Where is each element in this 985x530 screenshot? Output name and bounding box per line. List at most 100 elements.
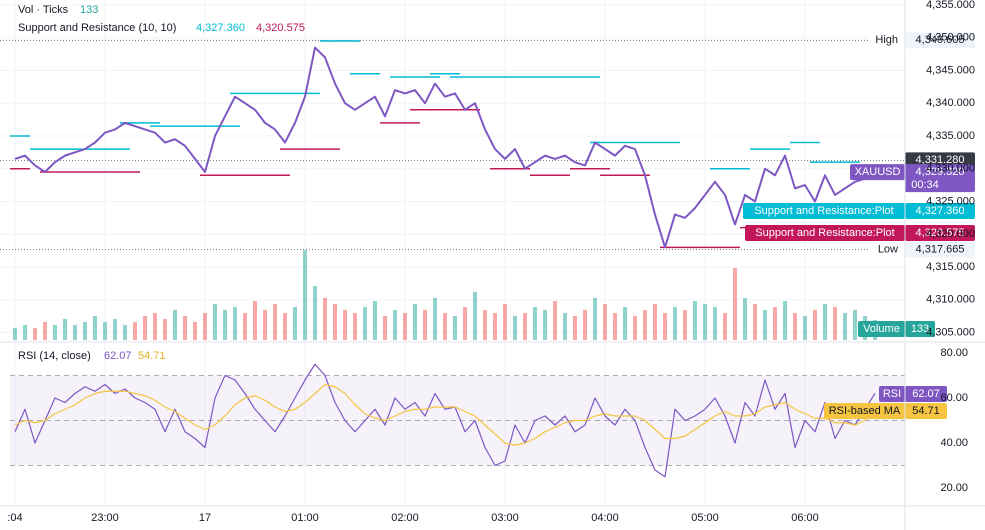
- volume-bar: [743, 298, 747, 340]
- volume-bar: [823, 304, 827, 340]
- y-tick-label: 80.00: [940, 347, 968, 359]
- volume-bar: [543, 310, 547, 340]
- volume-bar: [193, 322, 197, 340]
- indicator-title: Support and Resistance (10, 10): [18, 22, 176, 34]
- volume-bar: [663, 313, 667, 340]
- volume-value: 133: [80, 4, 98, 16]
- volume-bar: [353, 313, 357, 340]
- y-tick-label: 4,355.000: [926, 0, 975, 11]
- volume-bar: [603, 304, 607, 340]
- rsi-value-box: [905, 386, 947, 402]
- volume-bar: [753, 304, 757, 340]
- rsi-line: [14, 363, 876, 478]
- volume-bar: [33, 328, 37, 340]
- volume-bar: [293, 307, 297, 340]
- high-value-box: [905, 32, 975, 49]
- support-plot-name-box: [745, 225, 905, 241]
- volume-bar: [463, 307, 467, 340]
- volume-bar: [413, 304, 417, 340]
- volume-bar: [133, 322, 137, 340]
- rsi-tag-value: 62.07: [912, 388, 940, 400]
- volume-bar: [153, 313, 157, 340]
- volume-bar: [513, 316, 517, 340]
- volume-bar: [143, 316, 147, 340]
- volume-bar: [383, 316, 387, 340]
- volume-bar: [303, 250, 307, 340]
- volume-bar: [83, 322, 87, 340]
- volume-bar: [803, 316, 807, 340]
- volume-bar: [333, 304, 337, 340]
- volume-bar: [733, 268, 737, 340]
- volume-bar: [713, 307, 717, 340]
- y-tick-label: 4,335.000: [926, 130, 975, 142]
- rsi-series-name: RSI-based MA: [829, 405, 901, 417]
- resistance-plot-name-box: [743, 203, 905, 219]
- y-tick-label: 40.00: [940, 437, 968, 449]
- volume-bar: [63, 319, 67, 340]
- volume-bar: [233, 307, 237, 340]
- symbol-value-box: [905, 164, 975, 193]
- volume-bar: [263, 310, 267, 340]
- volume-bar: [493, 313, 497, 340]
- volume-bar: [433, 298, 437, 340]
- volume-bar: [553, 301, 557, 340]
- low-label-box: [868, 241, 905, 258]
- volume-bar: [633, 316, 637, 340]
- volume-bar: [423, 310, 427, 340]
- volume-bar: [183, 316, 187, 340]
- resistance-plot-value: 4,327.360: [916, 205, 965, 217]
- symbol-value: 4,329.320: [916, 166, 965, 178]
- resistance-value: 4,327.360: [196, 22, 245, 34]
- volume-bar: [103, 322, 107, 340]
- volume-bar: [643, 310, 647, 340]
- volume-bar: [123, 325, 127, 340]
- volume-bar: [773, 307, 777, 340]
- tags: High 4,349.605 Low 4,317.665 4,331.2804,329.…: [743, 32, 975, 419]
- rsi-line: [14, 383, 876, 446]
- volume-value-box: [905, 321, 935, 337]
- volume-bar: [373, 301, 377, 340]
- x-tick-label: 17: [199, 512, 211, 524]
- volume-bar: [283, 313, 287, 340]
- volume-bar: [243, 313, 247, 340]
- high-value: 4,349.605: [916, 34, 965, 46]
- y-tick-label: 4,305.000: [926, 326, 975, 338]
- volume-bar: [483, 310, 487, 340]
- volume-bar: [223, 310, 227, 340]
- volume-bar: [93, 316, 97, 340]
- support-plot-value: 4,320.575: [916, 227, 965, 239]
- volume-bar: [113, 319, 117, 340]
- volume-bar: [593, 298, 597, 340]
- volume-bar: [173, 310, 177, 340]
- rsi-series-name-box: [824, 403, 905, 419]
- high-label-box: [868, 32, 905, 49]
- volume-bar: [813, 310, 817, 340]
- volume-bar: [533, 307, 537, 340]
- volume-bar: [793, 313, 797, 340]
- rsi-tag-value: 54.71: [912, 405, 940, 417]
- low-value: 4,317.665: [916, 243, 965, 255]
- high-label: High: [875, 34, 898, 46]
- volume-bar: [453, 316, 457, 340]
- last-price: 4,331.280: [916, 154, 965, 166]
- x-tick-label: 05:00: [691, 512, 719, 524]
- volume-bar: [323, 298, 327, 340]
- volume-bar: [273, 304, 277, 340]
- resistance-plot-value-box: [905, 203, 975, 219]
- x-tick-label: :04: [7, 512, 22, 524]
- y-tick-label: 4,330.000: [926, 163, 975, 175]
- y-tick-label: 20.00: [940, 482, 968, 494]
- rsi-value: 62.07: [104, 350, 132, 362]
- support-plot-value-box: [905, 225, 975, 241]
- rsi-ma-value: 54.71: [138, 350, 166, 362]
- x-tick-label: 06:00: [791, 512, 819, 524]
- volume-bar: [443, 313, 447, 340]
- rsi-band: [10, 375, 905, 466]
- volume-bar: [623, 307, 627, 340]
- volume-bar: [23, 325, 27, 340]
- y-tick-label: 4,320.000: [926, 228, 975, 240]
- volume-name-box: [858, 321, 905, 337]
- volume-bar: [653, 304, 657, 340]
- volume-bar: [573, 316, 577, 340]
- volume-bar: [763, 310, 767, 340]
